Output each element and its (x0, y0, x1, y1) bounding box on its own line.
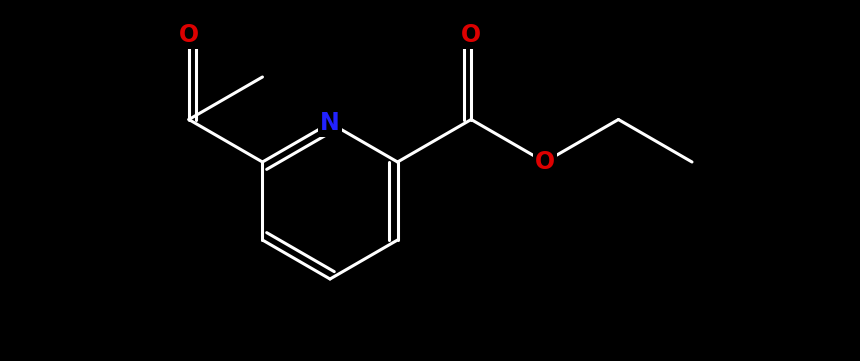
Text: O: O (179, 22, 199, 47)
Text: O: O (461, 22, 482, 47)
Text: O: O (535, 150, 555, 174)
Text: N: N (320, 111, 340, 135)
